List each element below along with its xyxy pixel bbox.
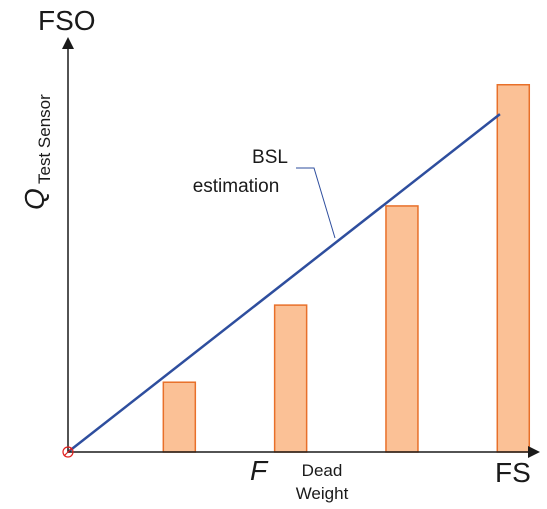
y-axis-label-sub: Test Sensor	[35, 94, 54, 184]
y-axis-label: Q Test Sensor	[19, 94, 54, 210]
x-axis-label-sub-line1: Dead	[302, 461, 343, 480]
x-axis-label-sub-line2: Weight	[296, 484, 349, 503]
x-axis-end-label: FS	[495, 457, 531, 488]
bsl-line	[67, 113, 501, 453]
origin-marker-slash	[63, 447, 73, 457]
annotation-line2: estimation	[193, 176, 280, 197]
annotation-leader-line	[296, 167, 336, 239]
bar-2	[273, 304, 308, 453]
bar-4	[496, 83, 531, 453]
y-axis-end-label: FSO	[38, 5, 96, 36]
annotation-line1: BSL	[252, 147, 288, 168]
bars	[162, 83, 531, 453]
origin-marker	[62, 446, 74, 458]
bar-3	[385, 205, 419, 453]
x-axis-label-main: F	[250, 455, 269, 486]
y-axis-label-main: Q	[19, 188, 50, 210]
bar-1	[162, 381, 197, 453]
